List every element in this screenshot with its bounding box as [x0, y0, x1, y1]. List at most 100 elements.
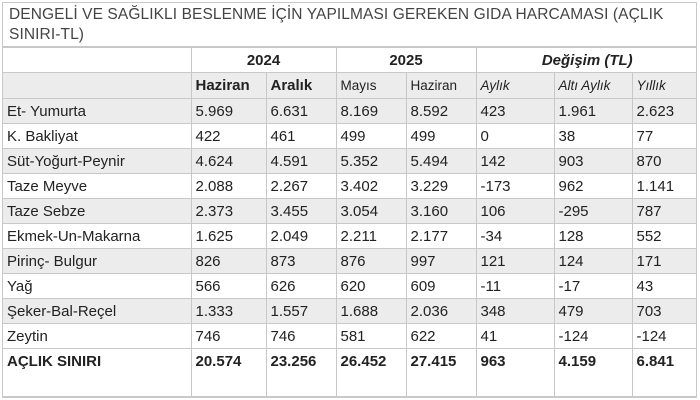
col-header-aylik: Aylık [475, 72, 555, 99]
cell-aylik: 142 [475, 148, 555, 174]
cell-haziran-2025: 8.592 [405, 98, 477, 124]
col-header-haziran-2025: Haziran [405, 72, 477, 99]
cell-aralik-2024: 626 [265, 273, 337, 299]
cell-alti-aylik: 903 [553, 148, 633, 174]
cell-haziran-2025: 997 [405, 248, 477, 274]
cell-haziran-2024: 1.625 [190, 223, 267, 249]
cell-yillik: 703 [631, 298, 696, 324]
cell-aralik-2024: 6.631 [265, 98, 337, 124]
cell-mayis-2025: 26.452 [335, 348, 407, 397]
cell-alti-aylik: 38 [553, 123, 633, 149]
cell-haziran-2025: 3.160 [405, 198, 477, 224]
expenditure-table: 2024 2025 Değişim (TL) Haziran Aralık Ma… [3, 47, 696, 397]
cell-yillik: 6.841 [631, 348, 696, 397]
header-group-2025: 2025 [335, 47, 477, 73]
cell-aralik-2024: 2.267 [265, 173, 337, 199]
cell-haziran-2024: 1.333 [190, 298, 267, 324]
header-empty-cell [3, 72, 192, 99]
row-label: Şeker-Bal-Reçel [3, 298, 192, 324]
cell-haziran-2025: 2.177 [405, 223, 477, 249]
cell-yillik: 171 [631, 248, 696, 274]
cell-mayis-2025: 2.211 [335, 223, 407, 249]
cell-mayis-2025: 876 [335, 248, 407, 274]
row-label: K. Bakliyat [3, 123, 192, 149]
table-row: Pirinç- Bulgur 826 873 876 997 121 124 171 [3, 248, 696, 274]
cell-haziran-2025: 2.036 [405, 298, 477, 324]
table-row: Yağ 566 626 620 609 -11 -17 43 [3, 273, 696, 299]
cell-alti-aylik: 1.961 [553, 98, 633, 124]
cell-aylik: -173 [475, 173, 555, 199]
cell-haziran-2024: 826 [190, 248, 267, 274]
table-row: Taze Meyve 2.088 2.267 3.402 3.229 -173 962 1.1… [3, 173, 696, 199]
cell-haziran-2025: 622 [405, 323, 477, 349]
header-group-2024: 2024 [190, 47, 337, 73]
cell-mayis-2025: 3.054 [335, 198, 407, 224]
cell-alti-aylik: -17 [553, 273, 633, 299]
cell-aralik-2024: 1.557 [265, 298, 337, 324]
cell-haziran-2024: 20.574 [190, 348, 267, 397]
row-label: Ekmek-Un-Makarna [3, 223, 192, 249]
cell-aralik-2024: 23.256 [265, 348, 337, 397]
cell-yillik: 43 [631, 273, 696, 299]
cell-aralik-2024: 3.455 [265, 198, 337, 224]
table-row: Zeytin 746 746 581 622 41 -124 -124 [3, 323, 696, 349]
cell-aylik: 963 [475, 348, 555, 397]
cell-mayis-2025: 581 [335, 323, 407, 349]
table-row: Ekmek-Un-Makarna 1.625 2.049 2.211 2.177 -34 1… [3, 223, 696, 249]
table-row: Şeker-Bal-Reçel 1.333 1.557 1.688 2.036 348 47… [3, 298, 696, 324]
cell-mayis-2025: 499 [335, 123, 407, 149]
col-header-haziran-2024: Haziran [190, 72, 267, 99]
cell-alti-aylik: -295 [553, 198, 633, 224]
header-empty-cell [3, 47, 192, 73]
header-group-change: Değişim (TL) [475, 47, 696, 73]
cell-haziran-2025: 5.494 [405, 148, 477, 174]
cell-alti-aylik: 128 [553, 223, 633, 249]
cell-mayis-2025: 5.352 [335, 148, 407, 174]
cell-yillik: 870 [631, 148, 696, 174]
cell-aralik-2024: 873 [265, 248, 337, 274]
total-label: AÇLIK SINIRI [3, 348, 192, 397]
cell-mayis-2025: 620 [335, 273, 407, 299]
cell-haziran-2024: 5.969 [190, 98, 267, 124]
header-row-columns: Haziran Aralık Mayıs Haziran Aylık Altı … [3, 72, 696, 99]
cell-aralik-2024: 746 [265, 323, 337, 349]
row-label: Zeytin [3, 323, 192, 349]
cell-aralik-2024: 461 [265, 123, 337, 149]
cell-yillik: 552 [631, 223, 696, 249]
row-label: Süt-Yoğurt-Peynir [3, 148, 192, 174]
col-header-yillik: Yıllık [631, 72, 696, 99]
table-title: DENGELİ VE SAĞLIKLI BESLENME İÇİN YAPILM… [3, 3, 696, 47]
cell-haziran-2024: 2.088 [190, 173, 267, 199]
cell-yillik: 1.141 [631, 173, 696, 199]
cell-aylik: 348 [475, 298, 555, 324]
total-row: AÇLIK SINIRI 20.574 23.256 26.452 27.415 963 4… [3, 348, 696, 397]
cell-aralik-2024: 4.591 [265, 148, 337, 174]
cell-aylik: -11 [475, 273, 555, 299]
row-label: Et- Yumurta [3, 98, 192, 124]
cell-mayis-2025: 8.169 [335, 98, 407, 124]
header-row-groups: 2024 2025 Değişim (TL) [3, 47, 696, 73]
cell-yillik: 787 [631, 198, 696, 224]
table-row: Taze Sebze 2.373 3.455 3.054 3.160 106 -295 787 [3, 198, 696, 224]
cell-alti-aylik: 4.159 [553, 348, 633, 397]
cell-mayis-2025: 3.402 [335, 173, 407, 199]
cell-haziran-2024: 422 [190, 123, 267, 149]
cell-yillik: -124 [631, 323, 696, 349]
cell-yillik: 2.623 [631, 98, 696, 124]
row-label: Pirinç- Bulgur [3, 248, 192, 274]
cell-haziran-2024: 566 [190, 273, 267, 299]
table-row: Et- Yumurta 5.969 6.631 8.169 8.592 423 1.961 2… [3, 98, 696, 124]
table-row: Süt-Yoğurt-Peynir 4.624 4.591 5.352 5.494 142… [3, 148, 696, 174]
row-label: Taze Sebze [3, 198, 192, 224]
cell-alti-aylik: 479 [553, 298, 633, 324]
cell-mayis-2025: 1.688 [335, 298, 407, 324]
cell-aylik: 423 [475, 98, 555, 124]
cell-haziran-2025: 609 [405, 273, 477, 299]
cell-aylik: 41 [475, 323, 555, 349]
cell-haziran-2025: 3.229 [405, 173, 477, 199]
cell-alti-aylik: 962 [553, 173, 633, 199]
col-header-aralik-2024: Aralık [265, 72, 337, 99]
cell-alti-aylik: -124 [553, 323, 633, 349]
col-header-mayis-2025: Mayıs [335, 72, 407, 99]
